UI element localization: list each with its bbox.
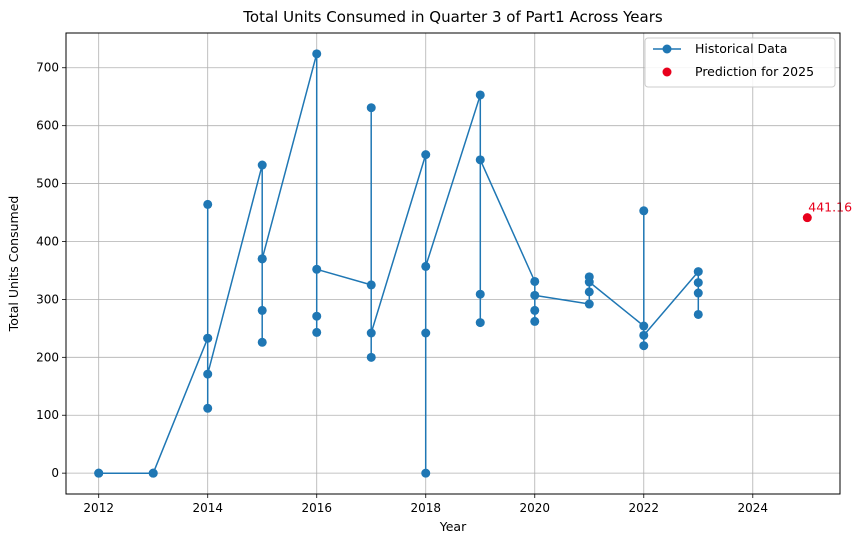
historical-data-point bbox=[421, 468, 431, 478]
prediction-point bbox=[802, 213, 812, 223]
historical-data-point bbox=[530, 276, 540, 286]
historical-data-point bbox=[148, 468, 158, 478]
x-tick-label: 2018 bbox=[410, 501, 441, 515]
historical-data-point bbox=[639, 341, 649, 351]
legend-label-historical: Historical Data bbox=[695, 41, 787, 56]
x-axis-title: Year bbox=[439, 519, 467, 534]
historical-data-point bbox=[693, 309, 703, 319]
x-tick-label: 2012 bbox=[83, 501, 114, 515]
y-tick-label: 500 bbox=[36, 177, 59, 191]
historical-data-point bbox=[366, 352, 376, 362]
legend-box bbox=[644, 37, 836, 88]
historical-data-point bbox=[530, 316, 540, 326]
historical-data-point bbox=[639, 330, 649, 340]
historical-data-point bbox=[94, 468, 104, 478]
x-axis: 2012 2014 2016 2018 2020 2022 2024 bbox=[83, 494, 768, 515]
plot-area bbox=[66, 33, 840, 494]
historical-data-point bbox=[693, 288, 703, 298]
historical-data-point bbox=[475, 318, 485, 328]
plot-border bbox=[65, 32, 841, 495]
y-axis-title: Total Units Consumed bbox=[6, 196, 21, 333]
historical-data-point bbox=[584, 299, 594, 309]
historical-data-point bbox=[530, 290, 540, 300]
historical-data-point bbox=[530, 305, 540, 315]
y-tick-label: 700 bbox=[36, 61, 59, 75]
x-tick-label: 2016 bbox=[301, 501, 332, 515]
historical-data-point bbox=[693, 267, 703, 277]
historical-data-point bbox=[203, 369, 213, 379]
historical-data-point bbox=[366, 280, 376, 290]
x-tick-label: 2022 bbox=[629, 501, 660, 515]
historical-data-point bbox=[257, 160, 267, 170]
historical-data-point bbox=[421, 328, 431, 338]
historical-data-point bbox=[693, 278, 703, 288]
y-tick-label: 300 bbox=[36, 292, 59, 306]
legend-marker-historical bbox=[662, 44, 672, 54]
historical-data-line bbox=[98, 53, 700, 474]
prediction-value-label: 441.16 bbox=[808, 200, 852, 215]
historical-data-point bbox=[475, 90, 485, 100]
historical-data-point bbox=[203, 333, 213, 343]
historical-data-point bbox=[312, 49, 322, 59]
y-tick-label: 600 bbox=[36, 119, 59, 133]
historical-data-point bbox=[312, 264, 322, 274]
historical-data-point bbox=[312, 311, 322, 321]
historical-data-point bbox=[257, 337, 267, 347]
chart-title: Total Units Consumed in Quarter 3 of Par… bbox=[242, 8, 663, 26]
y-tick-label: 400 bbox=[36, 234, 59, 248]
annotation-layer: 441.16 bbox=[808, 200, 852, 215]
historical-data-point bbox=[257, 305, 267, 315]
y-tick-label: 100 bbox=[36, 408, 59, 422]
legend: Historical Data Prediction for 2025 bbox=[644, 37, 836, 88]
legend-label-prediction: Prediction for 2025 bbox=[695, 64, 814, 79]
historical-data-point bbox=[584, 287, 594, 297]
historical-data-point bbox=[366, 328, 376, 338]
historical-data-point bbox=[203, 199, 213, 209]
historical-data-point bbox=[312, 327, 322, 337]
historical-data-point bbox=[421, 261, 431, 271]
historical-data-point bbox=[639, 206, 649, 216]
x-tick-label: 2024 bbox=[738, 501, 769, 515]
historical-data-point bbox=[639, 321, 649, 331]
historical-data-point bbox=[584, 277, 594, 287]
historical-data-point bbox=[366, 103, 376, 113]
y-tick-label: 0 bbox=[51, 466, 59, 480]
historical-data-point bbox=[203, 403, 213, 413]
x-tick-label: 2014 bbox=[192, 501, 223, 515]
historical-data-point bbox=[475, 155, 485, 165]
historical-data-point bbox=[257, 254, 267, 264]
x-tick-label: 2020 bbox=[519, 501, 550, 515]
historical-data-point bbox=[421, 150, 431, 160]
y-axis: 0 100 200 300 400 500 600 700 bbox=[36, 61, 66, 480]
y-tick-label: 200 bbox=[36, 350, 59, 364]
series-layer bbox=[94, 49, 812, 478]
legend-marker-prediction bbox=[662, 67, 672, 77]
historical-data-point bbox=[475, 289, 485, 299]
